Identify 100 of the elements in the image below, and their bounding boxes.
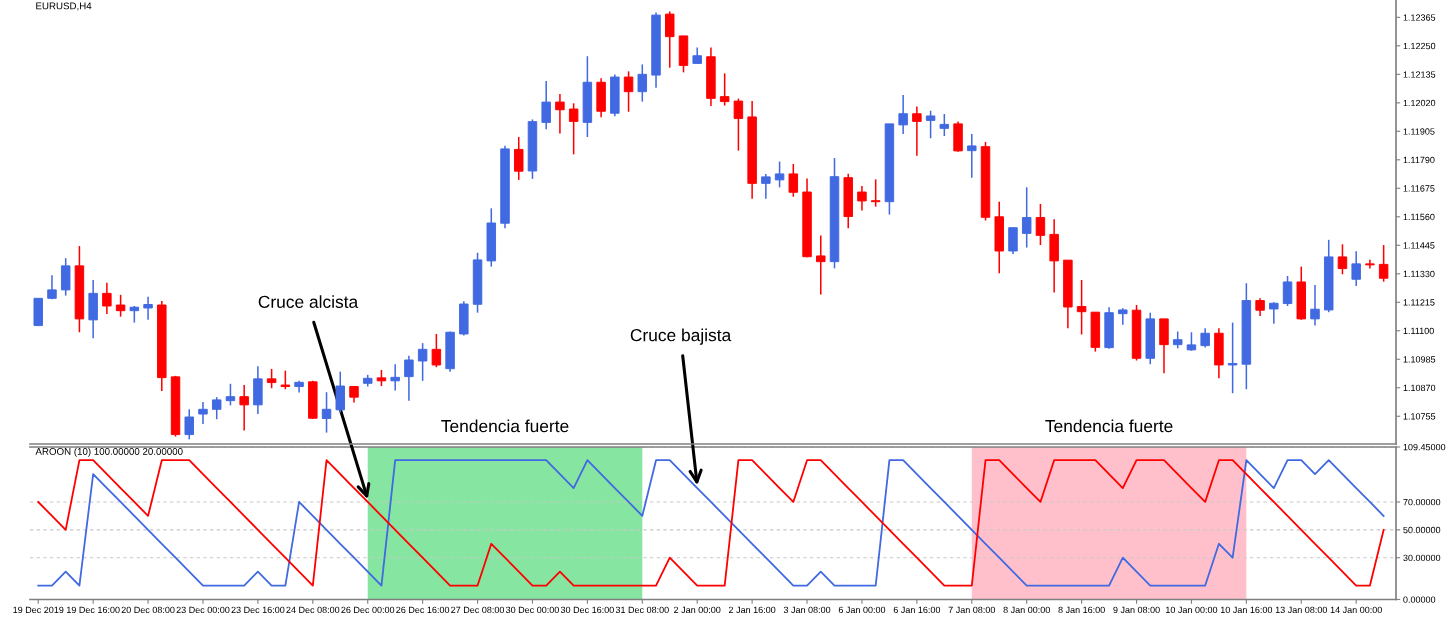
- y-tick-label: 1.10755: [1403, 413, 1436, 420]
- candlestick: [211, 396, 222, 420]
- candlestick: [184, 408, 194, 441]
- candlestick: [1076, 279, 1087, 336]
- y-tick-label: 1.11330: [1403, 270, 1435, 278]
- candlestick: [788, 163, 799, 198]
- candlestick: [733, 97, 744, 152]
- candlestick: [665, 10, 675, 69]
- candlestick: [912, 105, 922, 157]
- band-label: Tendencia fuerte: [1045, 419, 1173, 433]
- x-tick-label: 26 Dec 16:00: [396, 606, 450, 614]
- x-tick-label: 10 Jan 16:00: [1220, 606, 1273, 614]
- y-tick-label: 1.11100: [1403, 327, 1434, 335]
- y-tick-label: 70.00000: [1403, 498, 1441, 506]
- candlestick: [774, 160, 785, 189]
- candlestick: [1310, 284, 1320, 327]
- candlestick: [1035, 203, 1046, 246]
- y-tick-label: 1.10985: [1403, 356, 1436, 363]
- x-tick-label: 20 Dec 08:00: [121, 606, 175, 614]
- x-tick-label: 31 Dec 08:00: [615, 606, 669, 614]
- chart-title: AROON (10) 100.00000 20.00000: [35, 447, 183, 457]
- candlestick: [1186, 331, 1197, 352]
- candlestick: [719, 72, 730, 107]
- candlestick: [115, 294, 126, 318]
- candlestick: [1337, 243, 1348, 276]
- candlestick: [1269, 301, 1279, 325]
- x-tick-label: 2 Jan 16:00: [728, 606, 776, 614]
- candlestick: [404, 355, 414, 402]
- x-tick-label: 3 Jan 08:00: [783, 606, 831, 614]
- chart-title: EURUSD,H4: [36, 2, 92, 11]
- y-tick-label: 109.45000: [1403, 443, 1446, 451]
- x-tick-label: 8 Jan 16:00: [1058, 606, 1105, 614]
- candlestick: [925, 109, 936, 140]
- candlestick: [321, 391, 332, 434]
- y-tick-label: 50.00000: [1403, 526, 1441, 534]
- candlestick: [266, 368, 277, 390]
- y-tick-label: 1.10870: [1403, 384, 1436, 392]
- x-tick-label: 27 Dec 08:00: [451, 606, 505, 614]
- candlestick: [1021, 186, 1032, 249]
- candlestick: [102, 281, 112, 315]
- candlestick: [1118, 307, 1128, 326]
- candlestick: [939, 113, 950, 137]
- y-tick-label: 1.12135: [1403, 71, 1436, 78]
- x-tick-label: 9 Jan 08:00: [1113, 606, 1160, 614]
- x-tick-label: 8 Jan 00:00: [1003, 606, 1050, 614]
- candlestick: [198, 401, 208, 425]
- candlestick: [623, 70, 634, 113]
- x-tick-label: 6 Jan 16:00: [893, 606, 941, 614]
- x-tick-label: 19 Dec 2019: [13, 606, 64, 614]
- candlestick: [1351, 250, 1361, 287]
- x-tick-label: 14 Jan 00:00: [1330, 606, 1382, 614]
- candlestick: [225, 383, 236, 407]
- annotation: Cruce alcista: [258, 295, 359, 309]
- y-tick-label: 1.11445: [1403, 242, 1435, 249]
- candlestick: [417, 342, 428, 382]
- line-series: [37, 459, 1385, 587]
- y-tick-label: 30.00000: [1403, 554, 1441, 562]
- y-tick-label: 1.11215: [1403, 299, 1435, 306]
- x-tick-label: 2 Jan 00:00: [674, 606, 721, 614]
- x-tick-label: 23 Dec 16:00: [231, 606, 285, 614]
- candlestick: [816, 234, 826, 296]
- candlestick: [761, 173, 771, 200]
- x-tick-label: 30 Dec 16:00: [560, 606, 614, 614]
- x-tick-label: 23 Dec 00:00: [176, 606, 230, 614]
- y-tick-label: 1.12365: [1403, 14, 1436, 21]
- candlestick: [898, 94, 908, 135]
- candlestick: [1008, 226, 1018, 255]
- y-tick-label: 1.12250: [1403, 42, 1436, 50]
- candlestick: [1282, 275, 1293, 307]
- x-tick-label: 10 Jan 00:00: [1166, 606, 1218, 614]
- y-tick-label: 0.00000: [1403, 596, 1436, 603]
- x-tick-label: 24 Dec 08:00: [286, 606, 340, 614]
- candlestick: [390, 363, 400, 392]
- candlestick: [513, 136, 524, 181]
- annotation: Cruce bajista: [630, 328, 732, 345]
- candlestick: [1378, 244, 1389, 283]
- x-tick-label: 26 Dec 00:00: [341, 606, 395, 614]
- y-tick-label: 1.11905: [1403, 128, 1435, 135]
- candlestick: [1200, 327, 1210, 349]
- candlestick: [857, 185, 867, 212]
- candlestick: [1227, 321, 1238, 394]
- y-tick-label: 1.11560: [1403, 213, 1435, 221]
- candlestick: [967, 133, 977, 179]
- candlestick: [637, 63, 648, 103]
- x-tick-label: 6 Jan 00:00: [838, 606, 886, 614]
- x-tick-label: 19 Dec 16:00: [66, 606, 120, 614]
- y-tick-label: 1.11675: [1403, 185, 1435, 192]
- x-tick-label: 13 Jan 08:00: [1275, 606, 1328, 614]
- candlestick: [239, 384, 249, 432]
- candlestick: [431, 333, 442, 368]
- y-tick-label: 1.12020: [1403, 99, 1436, 107]
- band-label: Tendencia fuerte: [441, 419, 569, 433]
- y-tick-label: 1.11790: [1403, 156, 1435, 164]
- candlestick: [568, 102, 579, 156]
- candlestick: [541, 80, 551, 131]
- x-tick-label: 7 Jan 08:00: [948, 606, 996, 614]
- candlestick: [280, 369, 291, 391]
- candlestick: [870, 178, 881, 208]
- candlestick: [555, 93, 565, 135]
- candlestick: [143, 296, 153, 321]
